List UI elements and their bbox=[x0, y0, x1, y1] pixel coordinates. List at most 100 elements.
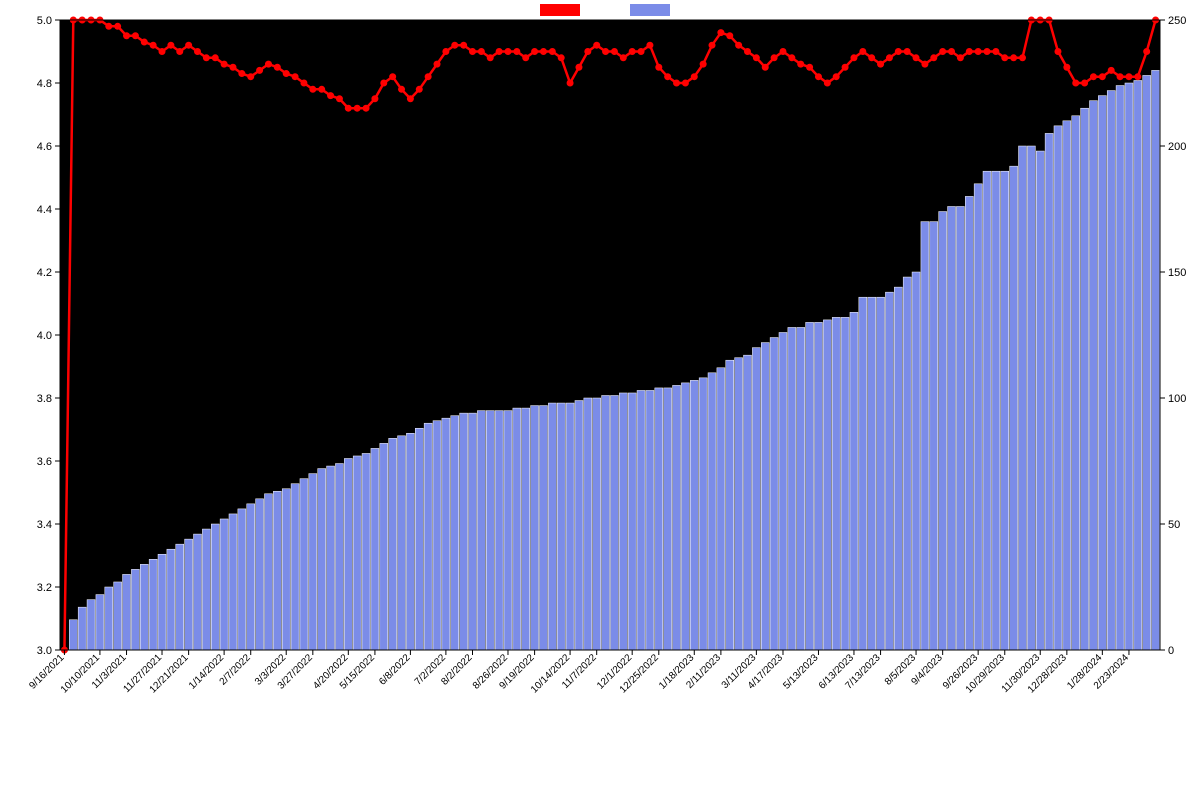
ytick-left-label: 3.6 bbox=[37, 456, 52, 468]
bar bbox=[176, 544, 184, 650]
line-marker bbox=[363, 105, 370, 112]
bar bbox=[699, 378, 707, 650]
bar bbox=[868, 297, 876, 650]
line-marker bbox=[434, 61, 441, 68]
legend bbox=[540, 4, 670, 16]
line-marker bbox=[797, 61, 804, 68]
line-marker bbox=[913, 54, 920, 61]
bar bbox=[832, 317, 840, 650]
line-marker bbox=[176, 48, 183, 55]
line-marker bbox=[478, 48, 485, 55]
bar bbox=[495, 411, 503, 650]
line-marker bbox=[318, 86, 325, 93]
bar bbox=[877, 297, 885, 650]
bar bbox=[637, 390, 645, 650]
bar bbox=[965, 196, 973, 650]
bar bbox=[1001, 171, 1009, 650]
bar bbox=[229, 514, 237, 650]
line-marker bbox=[150, 42, 157, 49]
bar bbox=[96, 595, 104, 650]
bar bbox=[584, 398, 592, 650]
bar bbox=[646, 390, 654, 650]
bar bbox=[238, 509, 246, 650]
line-marker bbox=[1010, 54, 1017, 61]
ytick-left-label: 3.0 bbox=[37, 645, 52, 657]
bar bbox=[921, 222, 929, 650]
bar bbox=[797, 327, 805, 650]
line-marker bbox=[292, 73, 299, 80]
bar bbox=[433, 421, 441, 650]
line-marker bbox=[123, 32, 130, 39]
ytick-right-label: 50 bbox=[1168, 519, 1180, 531]
bar bbox=[291, 484, 299, 650]
bar bbox=[859, 297, 867, 650]
bar bbox=[1081, 108, 1089, 650]
line-marker bbox=[877, 61, 884, 68]
bar bbox=[673, 385, 681, 650]
line-marker bbox=[229, 64, 236, 71]
bar bbox=[353, 456, 361, 650]
line-marker bbox=[558, 54, 565, 61]
bar bbox=[575, 401, 583, 650]
bar bbox=[220, 519, 228, 650]
line-marker bbox=[726, 32, 733, 39]
bar bbox=[282, 489, 290, 650]
line-marker bbox=[966, 48, 973, 55]
bar bbox=[344, 458, 352, 650]
line-marker bbox=[531, 48, 538, 55]
bar bbox=[602, 395, 610, 650]
bar bbox=[912, 272, 920, 650]
xtick-label: 6/8/2022 bbox=[377, 652, 413, 688]
line-marker bbox=[407, 95, 414, 102]
bar bbox=[380, 443, 388, 650]
bar bbox=[131, 569, 139, 650]
line-marker bbox=[159, 48, 166, 55]
line-marker bbox=[575, 64, 582, 71]
line-marker bbox=[904, 48, 911, 55]
legend-swatch-line bbox=[540, 4, 580, 16]
line-marker bbox=[824, 80, 831, 87]
line-marker bbox=[141, 39, 148, 46]
line-marker bbox=[602, 48, 609, 55]
bar bbox=[628, 393, 636, 650]
bar bbox=[744, 355, 752, 650]
line-marker bbox=[1099, 73, 1106, 80]
line-marker bbox=[833, 73, 840, 80]
line-marker bbox=[895, 48, 902, 55]
bar bbox=[451, 416, 459, 650]
line-marker bbox=[105, 23, 112, 30]
bar bbox=[1010, 166, 1018, 650]
line-marker bbox=[1090, 73, 1097, 80]
bar bbox=[469, 413, 477, 650]
bar bbox=[1152, 70, 1160, 650]
bar bbox=[548, 403, 556, 650]
bar bbox=[956, 206, 964, 650]
line-marker bbox=[815, 73, 822, 80]
line-marker bbox=[203, 54, 210, 61]
line-marker bbox=[567, 80, 574, 87]
line-marker bbox=[682, 80, 689, 87]
line-marker bbox=[593, 42, 600, 49]
line-marker bbox=[1134, 73, 1141, 80]
bar bbox=[202, 529, 210, 650]
ytick-left-label: 3.4 bbox=[37, 519, 52, 531]
line-marker bbox=[425, 73, 432, 80]
line-marker bbox=[886, 54, 893, 61]
line-marker bbox=[345, 105, 352, 112]
ytick-left-label: 5.0 bbox=[37, 15, 52, 27]
line-marker bbox=[868, 54, 875, 61]
line-marker bbox=[327, 92, 334, 99]
line-marker bbox=[132, 32, 139, 39]
line-marker bbox=[806, 64, 813, 71]
bar bbox=[1143, 75, 1151, 650]
bar bbox=[1107, 91, 1115, 650]
bar bbox=[1063, 121, 1071, 650]
line-marker bbox=[788, 54, 795, 61]
line-marker bbox=[673, 80, 680, 87]
line-marker bbox=[380, 80, 387, 87]
ytick-right-label: 0 bbox=[1168, 645, 1174, 657]
line-marker bbox=[442, 48, 449, 55]
bar bbox=[939, 212, 947, 650]
bar bbox=[885, 292, 893, 650]
line-marker bbox=[646, 42, 653, 49]
